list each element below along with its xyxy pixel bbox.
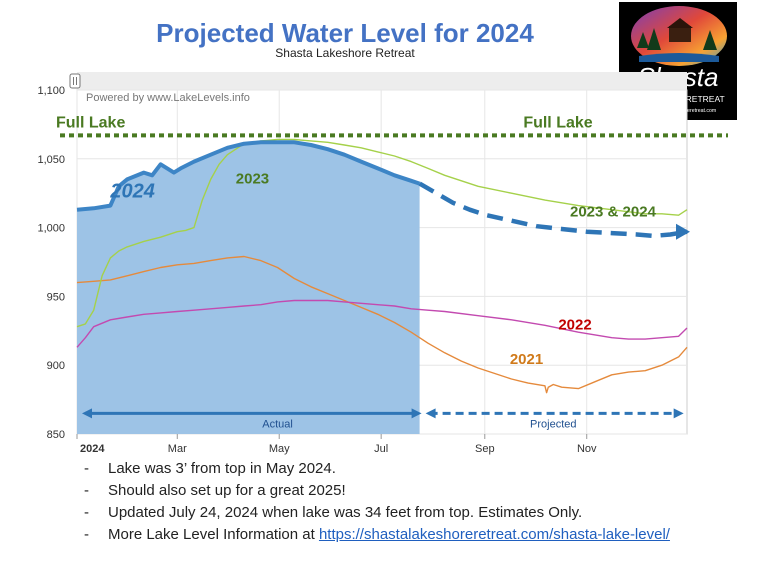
page-subtitle: Shasta Lakeshore Retreat bbox=[275, 46, 415, 60]
note-item: - More Lake Level Information at https://… bbox=[84, 526, 670, 543]
series-2023-line bbox=[76, 138, 688, 328]
y-tick-label: 900 bbox=[47, 360, 65, 372]
x-tick-label: Sep bbox=[475, 443, 495, 455]
y-tick-label: 1,000 bbox=[37, 223, 65, 235]
notes-list: - Lake was 3’ from top in May 2024. - Shou… bbox=[84, 458, 670, 546]
powered-by-label: Powered by www.LakeLevels.info bbox=[86, 92, 250, 104]
note-item: - Updated July 24, 2024 when lake was 34 … bbox=[84, 504, 583, 521]
x-tick-label: May bbox=[269, 443, 290, 455]
water-level-chart: Full Lake Full Lake 850 900 950 1,000 1,050 1,… bbox=[0, 66, 768, 460]
projected-arrow-right bbox=[673, 408, 684, 419]
label-2022: 2022 bbox=[558, 316, 591, 333]
tree-icon bbox=[637, 28, 717, 50]
x-tick-label: Jul bbox=[374, 443, 388, 455]
series-projection-line bbox=[418, 181, 688, 239]
x-tick-label: Nov bbox=[577, 443, 597, 455]
series-2021-line bbox=[76, 255, 688, 394]
label-2024: 2024 bbox=[109, 180, 154, 202]
page-title: Projected Water Level for 2024 bbox=[156, 18, 534, 48]
series-2024-line bbox=[76, 140, 421, 212]
cabin-icon bbox=[669, 26, 691, 42]
projection-arrowhead bbox=[676, 223, 690, 240]
y-tick-label: 1,050 bbox=[37, 154, 65, 166]
x-tick-label: 2024 bbox=[80, 443, 105, 455]
lake-level-link[interactable]: https://shastalakeshoreretreat.com/shast… bbox=[318, 526, 670, 543]
series-2024-area bbox=[77, 142, 420, 435]
series-2022-line bbox=[76, 299, 688, 348]
x-tick-label: Mar bbox=[168, 443, 187, 455]
label-2023: 2023 bbox=[236, 171, 269, 188]
note-item: - Should also set up for a great 2025! bbox=[84, 482, 346, 499]
projected-arrow-left bbox=[425, 408, 436, 419]
label-2021: 2021 bbox=[510, 351, 543, 368]
full-lake-label-left: Full Lake bbox=[56, 114, 125, 131]
chart-svg: Full Lake Full Lake 850 900 950 1,000 1,050 1,… bbox=[37, 72, 728, 455]
note-item: - Lake was 3’ from top in May 2024. bbox=[84, 460, 336, 477]
y-tick-label: 950 bbox=[47, 291, 65, 303]
y-tick-label: 1,100 bbox=[37, 85, 65, 97]
actual-label: Actual bbox=[262, 418, 293, 430]
lake-water bbox=[639, 53, 719, 62]
label-2023-2024: 2023 & 2024 bbox=[570, 204, 657, 221]
actual-arrow-right bbox=[411, 408, 422, 419]
actual-arrow-left bbox=[82, 408, 93, 419]
projected-label: Projected bbox=[530, 418, 576, 430]
range-handle[interactable] bbox=[69, 73, 81, 89]
chart-toolbar bbox=[77, 72, 687, 90]
y-tick-label: 850 bbox=[47, 429, 65, 441]
full-lake-label-right: Full Lake bbox=[523, 114, 592, 131]
